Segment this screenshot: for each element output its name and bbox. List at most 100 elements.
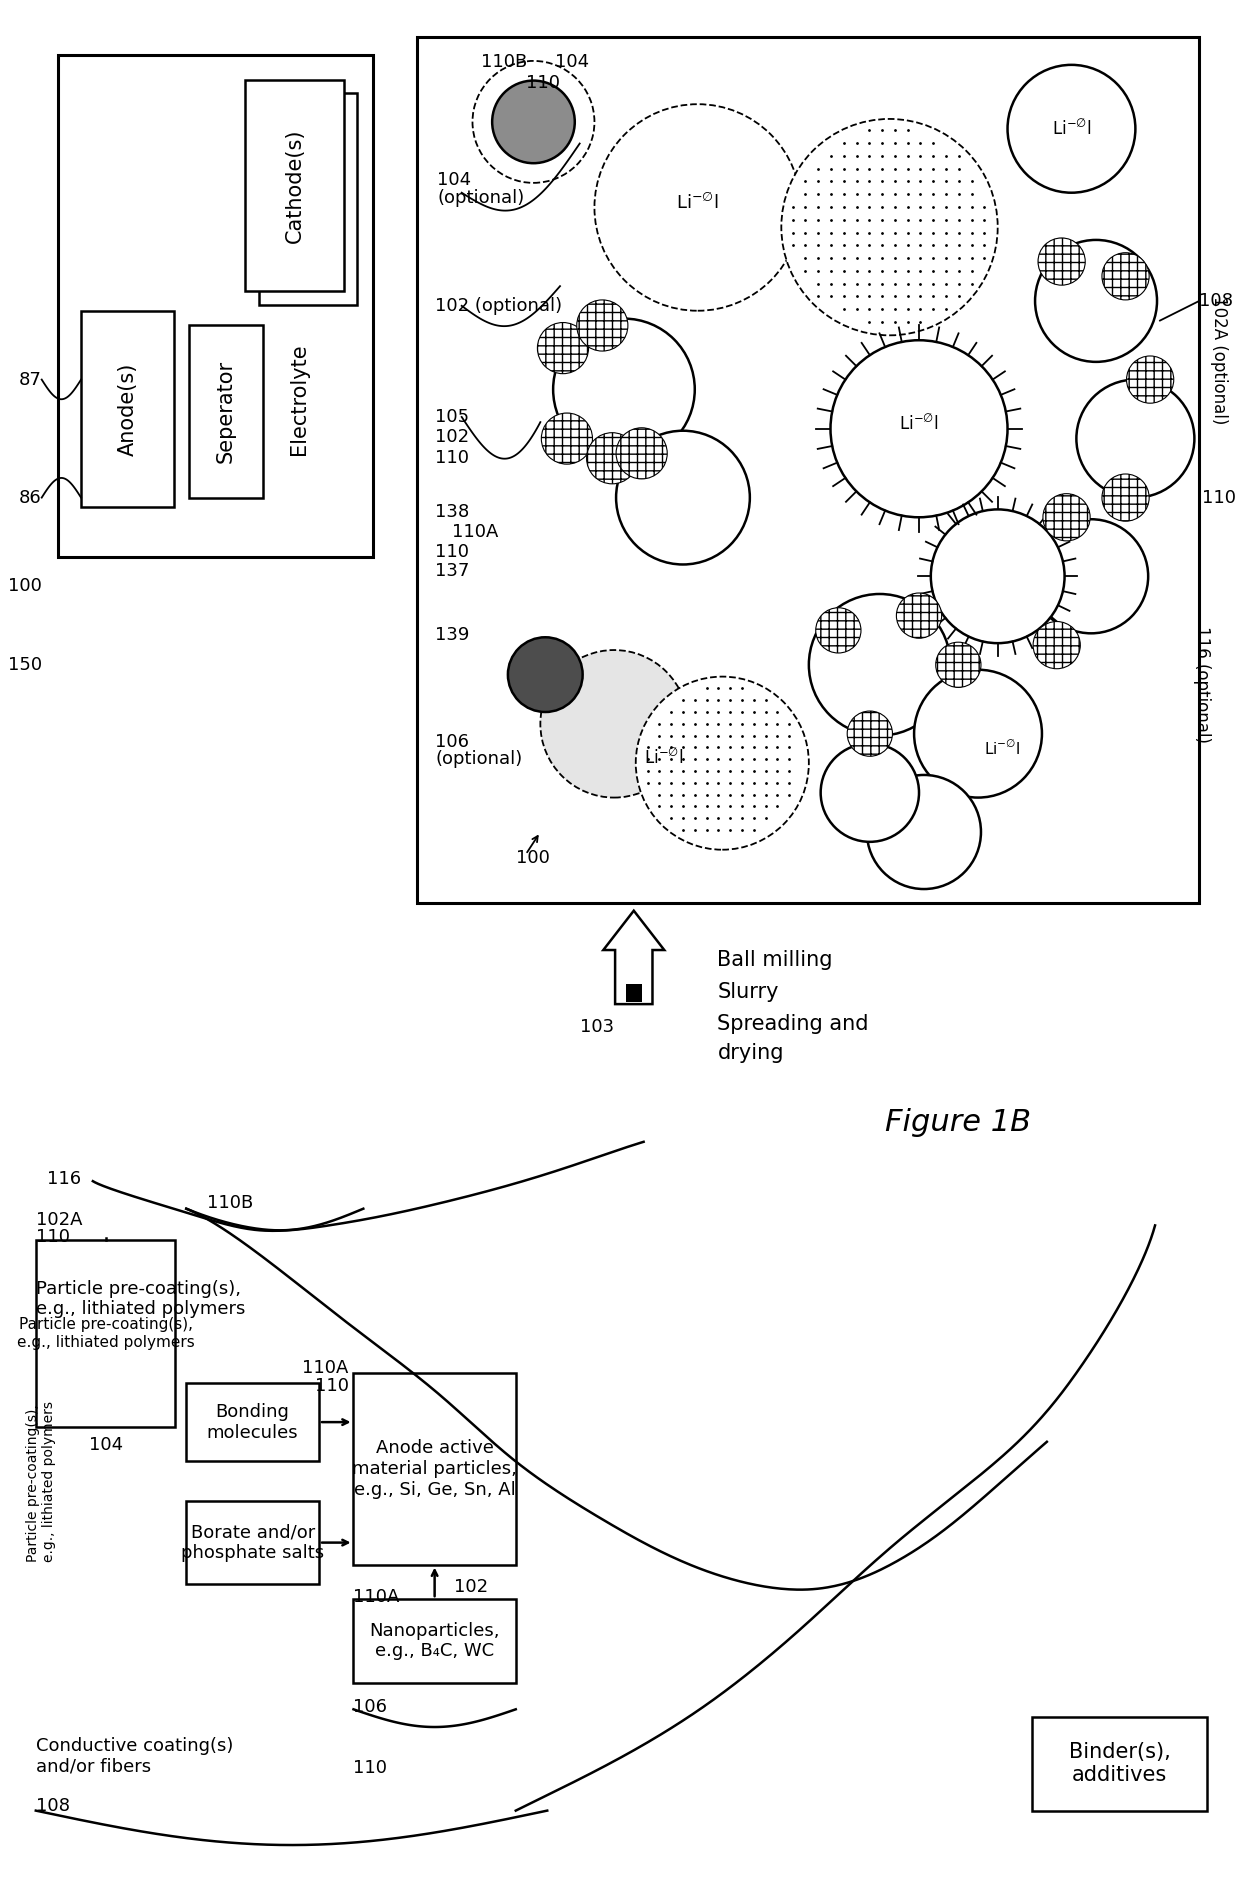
Bar: [418, 38, 1199, 902]
Text: 116 (optional): 116 (optional): [1193, 626, 1211, 742]
Ellipse shape: [476, 331, 869, 605]
Text: Particle pre-coating(s),: Particle pre-coating(s),: [36, 1281, 241, 1298]
Circle shape: [831, 341, 1008, 518]
Text: 105: 105: [435, 407, 469, 426]
Text: 110B: 110B: [207, 1193, 254, 1212]
Text: 102: 102: [435, 428, 469, 445]
Text: Li$^{-\varnothing}$l: Li$^{-\varnothing}$l: [1052, 118, 1091, 139]
Text: 86: 86: [19, 489, 42, 506]
Circle shape: [492, 80, 575, 164]
Text: 138: 138: [435, 504, 470, 521]
Circle shape: [542, 413, 593, 464]
Circle shape: [914, 670, 1042, 797]
Text: Borate and/or
phosphate salts: Borate and/or phosphate salts: [181, 1522, 324, 1562]
Circle shape: [1126, 356, 1174, 403]
Text: 102A: 102A: [36, 1212, 82, 1229]
Text: Seperator: Seperator: [216, 360, 236, 462]
Text: 110A: 110A: [353, 1589, 399, 1606]
Text: 104: 104: [88, 1435, 123, 1454]
Text: 110A: 110A: [451, 523, 498, 540]
Text: 110B: 110B: [481, 53, 527, 70]
Text: 100: 100: [516, 849, 549, 866]
Circle shape: [1033, 622, 1080, 668]
Circle shape: [587, 432, 637, 483]
Circle shape: [1043, 493, 1090, 540]
Text: Particle pre-coating(s),
e.g., lithiated polymers: Particle pre-coating(s), e.g., lithiated…: [26, 1401, 56, 1562]
Text: 103: 103: [580, 1018, 614, 1035]
Text: 110: 110: [1203, 489, 1236, 506]
Text: e.g., lithiated polymers: e.g., lithiated polymers: [36, 1300, 246, 1319]
Text: Li$^{-\varnothing}$l: Li$^{-\varnothing}$l: [676, 192, 719, 213]
Text: Anode(s): Anode(s): [118, 362, 138, 457]
Text: Slurry: Slurry: [718, 982, 779, 1003]
Text: 110: 110: [315, 1376, 348, 1395]
Circle shape: [936, 641, 981, 687]
Circle shape: [897, 594, 941, 638]
Circle shape: [577, 301, 627, 350]
Circle shape: [616, 430, 750, 565]
Circle shape: [781, 120, 998, 335]
Bar: [353, 1599, 516, 1682]
Circle shape: [636, 677, 808, 851]
Text: 106: 106: [435, 733, 469, 750]
Circle shape: [1102, 474, 1149, 521]
Text: 102A (optional): 102A (optional): [1210, 295, 1228, 424]
Circle shape: [1076, 379, 1194, 497]
Text: 139: 139: [435, 626, 470, 645]
FancyArrow shape: [604, 912, 665, 1005]
Text: 110A: 110A: [303, 1359, 348, 1378]
Bar: [186, 1383, 319, 1462]
Text: Conductive coating(s)
and/or fibers: Conductive coating(s) and/or fibers: [36, 1737, 233, 1775]
Circle shape: [508, 638, 583, 712]
Text: Nanoparticles,
e.g., B₄C, WC: Nanoparticles, e.g., B₄C, WC: [370, 1621, 500, 1659]
Text: Particle pre-coating(s),
e.g., lithiated polymers: Particle pre-coating(s), e.g., lithiated…: [17, 1317, 195, 1349]
Text: 150: 150: [7, 657, 42, 674]
Text: Bonding
molecules: Bonding molecules: [207, 1403, 299, 1441]
Text: 110: 110: [435, 542, 469, 561]
Ellipse shape: [479, 588, 888, 870]
Ellipse shape: [506, 605, 761, 782]
Text: 87: 87: [19, 371, 42, 388]
Text: 110: 110: [353, 1758, 387, 1777]
Circle shape: [1008, 65, 1136, 192]
Circle shape: [594, 105, 801, 310]
Text: Li$^{-\varnothing}$l: Li$^{-\varnothing}$l: [985, 738, 1021, 757]
Text: 110: 110: [435, 449, 469, 468]
Circle shape: [553, 318, 694, 461]
Circle shape: [931, 510, 1065, 643]
Bar: [353, 1372, 516, 1564]
Text: 104: 104: [436, 171, 471, 188]
Circle shape: [816, 607, 861, 653]
Circle shape: [616, 428, 667, 480]
Circle shape: [1038, 238, 1085, 285]
Circle shape: [867, 775, 981, 889]
Text: 110: 110: [526, 74, 559, 91]
Text: Electrolyte: Electrolyte: [289, 343, 310, 455]
Bar: [246, 80, 343, 291]
Circle shape: [847, 712, 893, 755]
Text: Spreading and: Spreading and: [718, 1014, 869, 1033]
Text: Ball milling: Ball milling: [718, 950, 833, 971]
Circle shape: [1035, 240, 1157, 362]
Circle shape: [537, 322, 589, 373]
Circle shape: [1102, 253, 1149, 301]
Text: Anode active
material particles,
e.g., Si, Ge, Sn, Al: Anode active material particles, e.g., S…: [352, 1439, 517, 1500]
Text: 102 (optional): 102 (optional): [435, 297, 562, 314]
Text: 102: 102: [454, 1578, 489, 1597]
Text: Li$^{-\varnothing}$l: Li$^{-\varnothing}$l: [899, 413, 939, 434]
Text: Figure 1B: Figure 1B: [885, 1108, 1032, 1136]
Text: drying: drying: [718, 1043, 784, 1064]
Text: 108: 108: [1199, 291, 1234, 310]
Text: (optional): (optional): [435, 750, 522, 769]
Text: 108: 108: [36, 1796, 69, 1815]
Circle shape: [541, 651, 688, 797]
Text: 104: 104: [556, 53, 589, 70]
Bar: [626, 984, 641, 1003]
Text: 110: 110: [36, 1227, 69, 1246]
Bar: [36, 1241, 176, 1427]
Bar: [259, 93, 357, 304]
Bar: [186, 1501, 319, 1585]
Text: Binder(s),
additives: Binder(s), additives: [1069, 1743, 1171, 1785]
Bar: [1032, 1717, 1208, 1810]
Bar: [58, 55, 373, 556]
